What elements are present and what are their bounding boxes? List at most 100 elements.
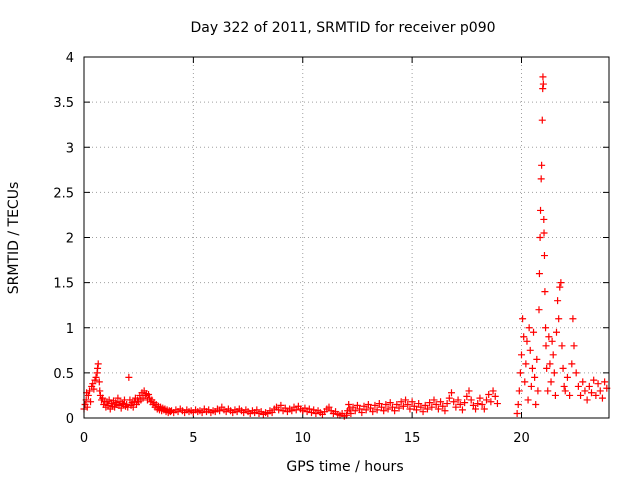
data-point [522,360,530,368]
data-point [541,288,549,296]
data-point [588,389,595,397]
data-point [546,360,554,368]
data-point [553,328,560,336]
data-point [386,399,394,407]
data-point [448,389,455,397]
data-point [538,161,546,169]
data-point [560,382,568,390]
y-tick-label: 1 [66,322,74,337]
y-tick-label: 3 [66,141,74,156]
data-point [535,270,543,278]
data-point [423,405,431,413]
data-point [305,405,313,413]
data-point [520,333,528,341]
data-point [594,380,602,388]
data-point [275,406,283,414]
data-point [166,408,174,416]
data-point [537,206,545,214]
y-tick-label: 2 [66,232,74,247]
y-tick-label: 3.5 [53,96,74,111]
data-point [542,342,550,350]
data-point [391,407,399,415]
data-point [558,342,566,350]
data-point [393,400,401,408]
data-point [325,403,333,411]
data-point [601,378,609,386]
data-point [362,406,370,414]
data-point [521,378,529,386]
data-point [356,405,364,413]
data-point [531,373,539,381]
data-point [566,391,574,399]
data-point [90,385,98,393]
data-point [489,387,497,395]
data-point [419,408,427,416]
data-point [469,401,477,409]
data-point [556,283,564,291]
data-point [547,378,555,386]
data-point [572,369,580,377]
data-point [94,364,102,372]
x-tick-label: 0 [80,431,88,446]
data-point [345,400,353,408]
data-point [443,400,451,408]
data-point [410,402,418,410]
data-point [83,403,91,411]
data-point [545,333,553,341]
y-tick-label: 4 [66,51,74,66]
data-point [559,364,567,372]
chart-title: Day 322 of 2011, SRMTID for receiver p09… [190,20,495,36]
data-point [369,408,377,416]
data-point [198,409,206,417]
data-point [526,346,534,354]
plot-frame [83,56,610,419]
x-axis-label: GPS time / hours [286,459,403,475]
data-point [441,407,449,415]
data-point [87,398,95,406]
data-point [458,406,466,414]
data-point [360,402,368,410]
data-point [439,402,447,410]
data-point [373,406,381,414]
data-point [585,382,593,390]
data-point [530,328,538,336]
data-point [568,360,576,368]
data-point [525,324,533,332]
data-point [516,369,524,377]
data-point [563,373,571,381]
data-point [465,387,473,395]
y-tick-label: 2.5 [53,186,74,201]
data-point [117,404,125,412]
data-point [533,355,541,363]
data-point [404,400,412,408]
data-point [551,391,559,399]
data-point [540,215,548,223]
data-point [388,403,396,411]
data-point [399,402,407,410]
data-point [105,396,113,404]
data-point [583,396,591,404]
data-point [487,398,495,406]
data-point [417,403,425,411]
data-point [472,405,480,413]
data-point [277,401,285,409]
data-point [557,279,565,287]
y-tick-label: 0 [66,412,74,427]
data-point [84,391,92,399]
data-point [544,387,552,395]
data-point [415,400,423,408]
data-point [364,400,372,408]
grid-lines [84,57,609,418]
data-point [292,406,300,414]
data-point [539,73,547,81]
data-point [523,337,531,345]
data-point [125,373,133,381]
data-point [454,396,462,404]
data-point [476,394,484,402]
y-axis-label: SRMTID / TECUs [6,182,22,295]
data-point [524,396,532,404]
data-point [406,405,414,413]
data-point [518,351,525,359]
data-point [513,409,521,417]
data-point [437,398,445,406]
